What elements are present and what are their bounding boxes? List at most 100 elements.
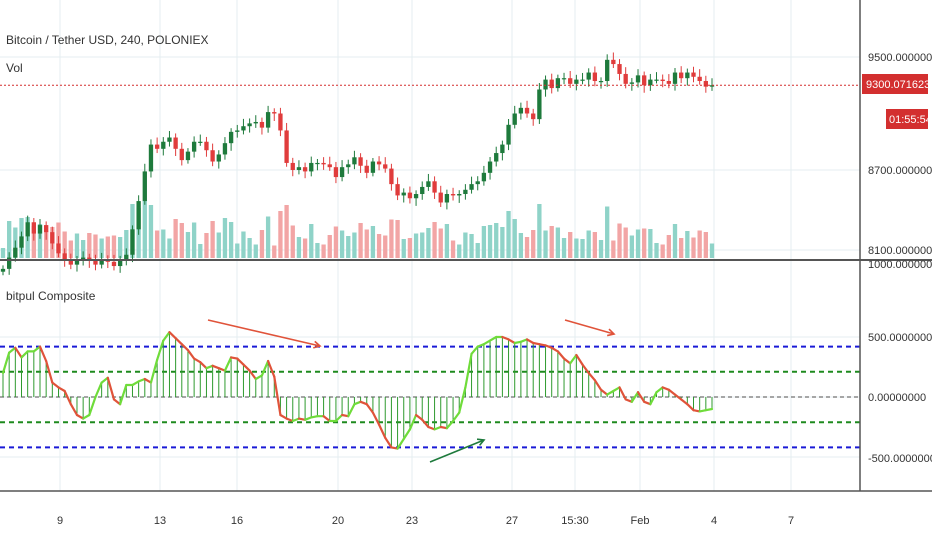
volume-bar <box>524 237 530 258</box>
indicator-line-segment <box>291 417 301 423</box>
indicator-line-segment <box>137 377 146 383</box>
volume-bar <box>154 230 160 258</box>
candle-body <box>204 141 209 151</box>
price-axis[interactable]: 9500.00000000 8700.00000000 8100.0000000… <box>868 52 932 257</box>
indicator-line-segment <box>180 343 190 352</box>
candle-body <box>222 143 228 155</box>
volume-bar <box>537 204 542 258</box>
candle-body <box>457 194 462 196</box>
candle-body <box>679 72 684 79</box>
candle-body <box>278 113 283 131</box>
indicator-tick-label: -500.00000000 <box>868 453 932 465</box>
indicator-line-segment <box>260 359 270 377</box>
volume-bar <box>241 231 246 258</box>
indicator-line-segment <box>100 376 109 384</box>
indicator-line-segment <box>38 345 48 363</box>
candle-body <box>407 192 413 199</box>
volume-bar <box>358 223 363 258</box>
candle-body <box>167 137 172 142</box>
candle-body <box>99 260 104 265</box>
candle-body <box>666 81 672 84</box>
candle-body <box>111 261 117 267</box>
indicator-line-segment <box>636 391 646 403</box>
candle-body <box>561 78 567 80</box>
volume-bar <box>74 233 80 258</box>
volume-bar <box>364 229 369 258</box>
indicator-line-segment <box>575 353 584 366</box>
indicator-line-segment <box>51 381 60 389</box>
volume-bar <box>574 238 579 258</box>
candle-body <box>383 164 388 169</box>
volume-bar <box>204 233 209 258</box>
bullish-divergence-arrow-head <box>476 438 486 446</box>
indicator-line-segment <box>544 344 553 349</box>
volume-bar <box>327 235 332 258</box>
indicator-line-segment <box>612 386 621 393</box>
volume-bar <box>0 248 6 258</box>
candle-body <box>660 79 665 82</box>
indicator-line-segment <box>581 363 590 375</box>
indicator-line-segment <box>649 391 658 406</box>
indicator-line-segment <box>655 386 664 394</box>
volume-bar <box>37 224 43 258</box>
indicator-tick-label: 1000.00000000 <box>868 259 932 271</box>
volume-bar <box>235 243 240 258</box>
volume-bar <box>93 234 98 258</box>
volume-bar <box>666 235 672 258</box>
candle-body <box>500 144 505 154</box>
time-tick-label: Feb <box>631 515 650 527</box>
countdown-badge <box>886 109 928 129</box>
candle-body <box>580 79 585 81</box>
indicator-tick-label: 0.00000000 <box>868 392 926 404</box>
candle-body <box>605 59 610 82</box>
indicator-axis[interactable]: 1000.00000000 500.00000000 0.00000000 -5… <box>868 259 932 465</box>
volume-bar <box>401 239 406 258</box>
volume-bar <box>117 237 123 258</box>
time-axis[interactable]: 9 13 16 20 23 27 15:30 Feb 4 7 <box>57 515 794 527</box>
volume-bar <box>302 238 308 258</box>
bearish-divergence-arrow <box>564 319 615 335</box>
indicator-line-segment <box>501 335 510 341</box>
volume-bar <box>623 227 628 258</box>
candle-body <box>494 153 499 162</box>
candle-body <box>592 72 598 82</box>
candle-body <box>259 121 265 128</box>
candle-body <box>401 192 406 196</box>
candle-body <box>290 162 295 170</box>
indicator-line-segment <box>211 364 220 370</box>
volume-bar <box>80 240 86 258</box>
price-tick-label: 9500.00000000 <box>868 52 932 64</box>
candle-body <box>487 161 493 173</box>
candle-body <box>62 253 67 261</box>
volume-bar <box>161 229 166 258</box>
volume-bar <box>265 216 271 258</box>
candle-body <box>179 148 184 161</box>
indicator-line-segment <box>112 398 122 406</box>
candlestick-series <box>0 52 715 276</box>
candle-body <box>142 171 147 202</box>
indicator-histogram <box>2 332 713 449</box>
candle-body <box>438 192 443 203</box>
indicator-line-segment <box>408 413 418 431</box>
candle-body <box>549 79 554 89</box>
volume-bar <box>383 235 388 258</box>
indicator-line-segment <box>587 371 596 382</box>
countdown-text: 01:55:54 <box>889 114 932 126</box>
candle-body <box>420 186 425 195</box>
volume-bar <box>555 227 561 258</box>
candle-body <box>531 113 536 120</box>
indicator-line-segment <box>45 359 54 384</box>
volume-bar <box>31 226 36 258</box>
candle-body <box>198 141 203 143</box>
candle-body <box>598 81 604 83</box>
indicator-line-segment <box>550 346 559 353</box>
candle-body <box>703 81 708 87</box>
candle-body <box>216 154 221 162</box>
volume-bar <box>278 211 283 258</box>
candle-body <box>105 260 110 262</box>
candle-body <box>0 268 6 272</box>
volume-bar <box>672 224 678 258</box>
bearish-divergence-arrow-head <box>313 340 322 349</box>
candle-body <box>117 260 123 267</box>
